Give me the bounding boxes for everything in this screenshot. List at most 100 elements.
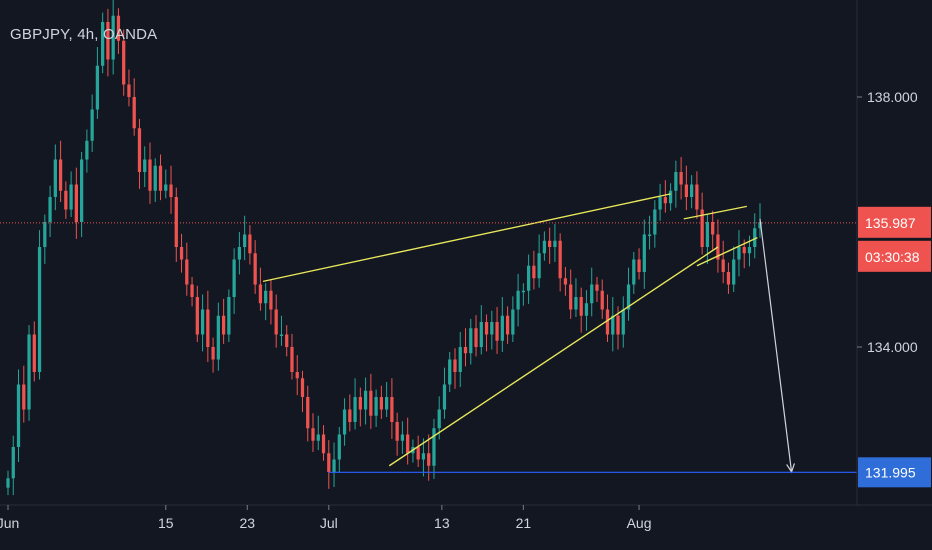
lower-trend-line[interactable] <box>388 246 719 467</box>
candle-body <box>574 297 578 310</box>
candle-body <box>164 184 168 191</box>
current-price-badge <box>858 206 931 238</box>
time-tick-label: 15 <box>158 515 174 531</box>
candle-body <box>48 197 52 222</box>
candle-body <box>300 378 305 397</box>
candle-body <box>521 290 525 293</box>
candle-body <box>274 309 278 335</box>
price-badges: 135.987 03:30:38 131.995 <box>858 206 931 488</box>
candle-body <box>421 453 426 460</box>
target-price-badge <box>858 457 931 488</box>
candle-body <box>137 128 142 172</box>
candle-body <box>605 309 610 335</box>
countdown-label: 03:30:38 <box>865 249 920 265</box>
upper-trend-line[interactable] <box>262 193 671 283</box>
candle-body <box>511 309 515 335</box>
candle-body <box>563 278 568 285</box>
candle-body <box>484 322 489 335</box>
candle-body <box>327 453 331 472</box>
candle-body <box>600 290 604 310</box>
time-tick-label: Jun <box>0 515 19 531</box>
candle-body <box>248 234 252 254</box>
candle-body <box>742 247 746 254</box>
candle-body <box>290 347 294 372</box>
candle-body <box>306 397 310 429</box>
candle-body <box>442 384 447 410</box>
candle-body <box>542 240 547 254</box>
candle-body <box>432 428 436 466</box>
time-axis[interactable]: Jun 15 23 Jul 13 21 Aug <box>0 505 652 531</box>
candle-body <box>279 334 284 336</box>
candle-body <box>395 422 399 441</box>
candle-body <box>616 315 620 335</box>
candle-body <box>342 409 347 435</box>
price-tick-label: 134.000 <box>867 339 918 355</box>
candle-body <box>169 184 173 197</box>
candle-body <box>705 222 710 247</box>
candle-body <box>637 259 641 272</box>
candle-body <box>463 347 468 354</box>
candle-body <box>558 240 562 279</box>
candle-body <box>74 184 78 222</box>
candle-body <box>363 390 368 410</box>
candle-body <box>37 247 42 372</box>
candle-body <box>190 284 194 297</box>
candle-body <box>143 159 147 172</box>
wedge-bottom-line[interactable] <box>696 236 758 267</box>
candle-body <box>185 259 189 285</box>
current-price-label: 135.987 <box>865 215 916 231</box>
candle-body <box>747 247 752 254</box>
candle-body <box>448 359 452 385</box>
candle-body <box>437 409 441 429</box>
time-tick-label: Aug <box>627 515 652 531</box>
time-tick-label: 13 <box>434 515 450 531</box>
time-tick-label: Jul <box>320 515 338 531</box>
candle-body <box>53 159 57 197</box>
candle-body <box>111 15 115 60</box>
candle-body <box>732 259 736 285</box>
candle-body <box>495 322 499 341</box>
candle-body <box>132 97 136 129</box>
candle-body <box>195 297 199 335</box>
candle-body <box>374 397 378 416</box>
candle-body <box>232 259 236 297</box>
candle-body <box>285 334 289 347</box>
candle-body <box>237 247 242 260</box>
candle-body <box>479 322 483 347</box>
candle-body <box>695 184 699 210</box>
candle-body <box>647 234 652 236</box>
candle-body <box>64 190 68 210</box>
price-axis[interactable]: 138.000 134.000 <box>857 89 918 355</box>
candle-body <box>737 247 741 260</box>
projection-arrow-line[interactable] <box>759 218 793 473</box>
candle-body <box>16 384 21 447</box>
candle-body <box>95 65 100 110</box>
candles <box>6 0 762 496</box>
candle-body <box>453 359 457 372</box>
wedge-top-line[interactable] <box>683 205 747 220</box>
candle-body <box>690 184 694 197</box>
candle-body <box>406 434 410 454</box>
candle-body <box>726 272 731 285</box>
candle-body <box>221 315 226 335</box>
price-lines <box>0 222 857 473</box>
candle-body <box>490 322 494 335</box>
candle-body <box>379 397 384 410</box>
candle-body <box>548 240 552 247</box>
candle-body <box>337 434 341 460</box>
candle-body <box>211 347 215 360</box>
candle-body <box>332 459 336 472</box>
candle-body <box>227 297 231 335</box>
candle-body <box>116 15 121 41</box>
candle-body <box>505 315 510 335</box>
candle-body <box>269 290 273 310</box>
candle-body <box>384 397 389 410</box>
candle-body <box>206 309 210 347</box>
candle-body <box>458 347 462 372</box>
candle-body <box>258 284 263 304</box>
candle-body <box>79 159 84 222</box>
candle-body <box>537 253 541 279</box>
candle-body <box>474 328 478 347</box>
